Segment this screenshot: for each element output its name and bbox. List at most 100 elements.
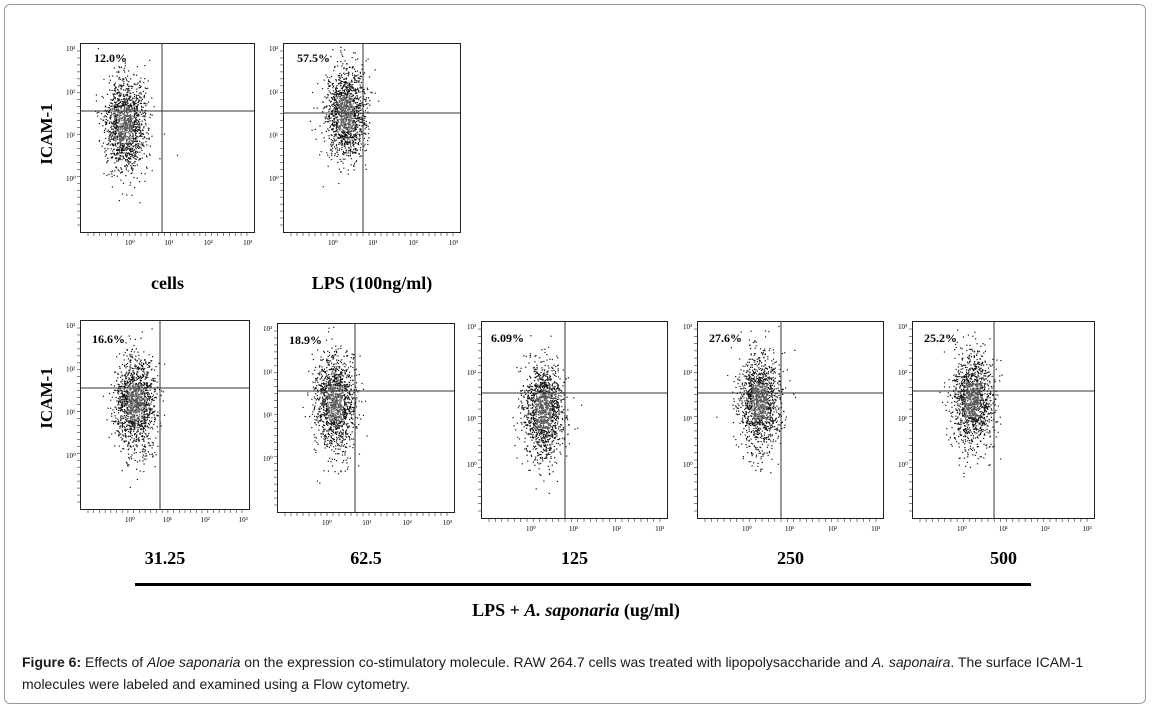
- y-tick-label: 10⁰: [898, 461, 908, 469]
- flow-panel-125: 10⁰ 10⁰ 10¹ 10¹ 10² 10² 10³ 10³ 6.09%: [467, 321, 668, 533]
- x-tick-label: 10³: [655, 525, 664, 533]
- caption-species: Aloe saponaria: [147, 654, 241, 670]
- y-tick-label: 10²: [66, 88, 75, 96]
- x-tick-label: 10³: [449, 239, 458, 247]
- event-dots: [716, 325, 797, 474]
- y-tick-label: 10¹: [263, 412, 272, 420]
- event-dots: [302, 326, 368, 484]
- flow-panel-31-25: 10⁰ 10⁰ 10¹ 10¹ 10² 10² 10³ 10³ 16.6%: [66, 320, 250, 524]
- x-tick-label: 10²: [1041, 525, 1050, 533]
- y-tick-label: 10²: [66, 365, 75, 373]
- condition-label-250: 250: [777, 548, 804, 568]
- x-tick-label: 10¹: [163, 516, 172, 524]
- x-tick-label: 10¹: [362, 519, 371, 527]
- y-tick-label: 10⁰: [263, 455, 273, 463]
- plot-frame: [283, 43, 461, 233]
- condition-label-lps: LPS (100ng/ml): [311, 273, 433, 293]
- x-tick-label: 10⁰: [322, 519, 332, 527]
- y-tick-label: 10²: [269, 88, 278, 96]
- percent-label: 18.9%: [289, 333, 322, 347]
- flow-panel-lps: 10⁰ 10⁰ 10¹ 10¹ 10² 10² 10³ 10³ 57.5%: [269, 43, 461, 247]
- y-tick-label: 10¹: [269, 132, 278, 140]
- plot-frame: [912, 321, 1095, 519]
- y-tick-label: 10³: [467, 323, 476, 331]
- y-tick-label: 10³: [263, 325, 272, 333]
- dot-plot: 10⁰ 10⁰ 10¹ 10¹ 10² 10² 10³ 10³: [269, 43, 461, 247]
- y-tick-label: 10⁰: [269, 175, 279, 183]
- flow-panel-500: 10⁰ 10⁰ 10¹ 10¹ 10² 10² 10³ 10³ 25.2%: [898, 321, 1095, 533]
- plot-frame: [697, 321, 884, 519]
- caption-species-abbrev: A. saponaira: [871, 654, 951, 670]
- percent-label: 6.09%: [491, 331, 524, 345]
- y-tick-label: 10²: [263, 368, 272, 376]
- condition-label-125: 125: [561, 548, 588, 568]
- y-tick-label: 10³: [66, 322, 75, 330]
- y-tick-label: 10⁰: [66, 175, 76, 183]
- percent-label: 57.5%: [297, 51, 330, 65]
- x-tick-label: 10³: [1082, 525, 1091, 533]
- y-axis-label-bottom: ICAM-1: [37, 367, 56, 429]
- percent-label: 12.0%: [94, 51, 127, 65]
- percent-label: 27.6%: [709, 331, 742, 345]
- y-tick-label: 10³: [898, 323, 907, 331]
- y-tick-label: 10¹: [66, 409, 75, 417]
- y-tick-label: 10¹: [898, 415, 907, 423]
- condition-label-cells: cells: [151, 273, 184, 293]
- y-axis-label-top: ICAM-1: [37, 103, 56, 165]
- x-tick-label: 10¹: [785, 525, 794, 533]
- x-tick-label: 10¹: [999, 525, 1008, 533]
- event-dots: [95, 48, 179, 204]
- y-tick-label: 10²: [683, 369, 692, 377]
- group-label-species: A. saponaria: [524, 600, 620, 620]
- dot-plot: 10⁰ 10⁰ 10¹ 10¹ 10² 10² 10³ 10³: [263, 323, 455, 527]
- x-tick-label: 10¹: [569, 525, 578, 533]
- x-tick-label: 10²: [828, 525, 837, 533]
- y-tick-label: 10⁰: [683, 461, 693, 469]
- percent-label: 16.6%: [92, 332, 125, 346]
- event-dots: [939, 329, 1003, 478]
- group-label: LPS + A. saponaria (ug/ml): [0, 600, 1152, 621]
- x-tick-label: 10⁰: [328, 239, 338, 247]
- flow-panel-250: 10⁰ 10⁰ 10¹ 10¹ 10² 10² 10³ 10³ 27.6%: [683, 321, 884, 533]
- percent-label: 25.2%: [924, 331, 957, 345]
- x-tick-label: 10²: [403, 519, 412, 527]
- x-tick-label: 10³: [239, 516, 248, 524]
- group-bracket-line: [135, 583, 1031, 586]
- x-tick-label: 10²: [201, 516, 210, 524]
- y-tick-label: 10¹: [683, 415, 692, 423]
- x-tick-label: 10⁰: [957, 525, 967, 533]
- dot-plot: 10⁰ 10⁰ 10¹ 10¹ 10² 10² 10³ 10³: [66, 320, 250, 524]
- y-tick-label: 10³: [683, 323, 692, 331]
- caption-label: Figure 6:: [22, 654, 82, 670]
- x-tick-label: 10⁰: [742, 525, 752, 533]
- dot-plot: 10⁰ 10⁰ 10¹ 10¹ 10² 10² 10³ 10³: [467, 321, 668, 533]
- plot-frame: [277, 323, 455, 513]
- x-tick-label: 10³: [243, 239, 252, 247]
- dot-plot: 10⁰ 10⁰ 10¹ 10¹ 10² 10² 10³ 10³: [66, 43, 255, 247]
- condition-label-31-25: 31.25: [144, 548, 186, 568]
- figure-caption: Figure 6: Effects of Aloe saponaria on t…: [22, 651, 1132, 695]
- flow-panel-62-5: 10⁰ 10⁰ 10¹ 10¹ 10² 10² 10³ 10³ 18.9%: [263, 323, 455, 527]
- y-tick-label: 10⁰: [66, 452, 76, 460]
- y-tick-label: 10¹: [467, 415, 476, 423]
- x-tick-label: 10²: [204, 239, 213, 247]
- y-tick-label: 10¹: [66, 132, 75, 140]
- x-tick-label: 10⁰: [125, 516, 135, 524]
- x-tick-label: 10⁰: [125, 239, 135, 247]
- group-label-prefix: LPS +: [472, 600, 525, 620]
- plot-frame: [481, 321, 668, 519]
- event-dots: [102, 328, 166, 488]
- condition-label-62-5: 62.5: [350, 548, 382, 568]
- x-tick-label: 10²: [409, 239, 418, 247]
- x-tick-label: 10¹: [164, 239, 173, 247]
- y-tick-label: 10³: [269, 45, 278, 53]
- y-tick-label: 10³: [66, 45, 75, 53]
- x-tick-label: 10³: [871, 525, 880, 533]
- figure-frame: [4, 4, 1146, 704]
- y-tick-label: 10⁰: [467, 461, 477, 469]
- caption-text-3: . The surface ICAM-1 molecules were labe…: [22, 654, 1084, 692]
- group-label-suffix: (ug/ml): [619, 600, 680, 620]
- caption-text-1: Effects of: [81, 654, 148, 670]
- plot-frame: [80, 43, 255, 233]
- y-tick-label: 10²: [467, 369, 476, 377]
